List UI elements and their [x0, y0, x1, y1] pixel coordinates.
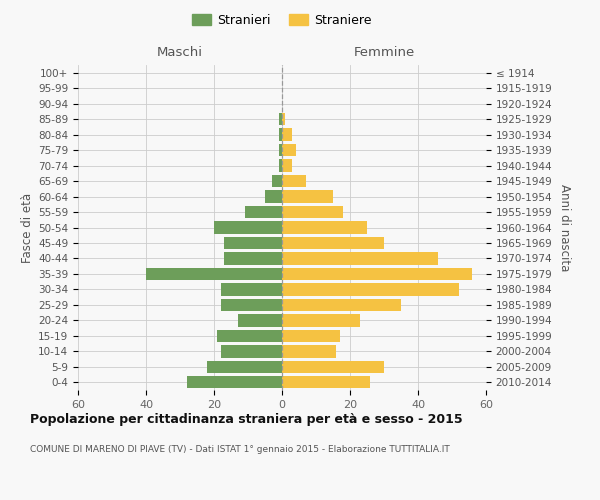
Text: Popolazione per cittadinanza straniera per età e sesso - 2015: Popolazione per cittadinanza straniera p… — [30, 412, 463, 426]
Bar — [282, 113, 286, 126]
Bar — [238, 314, 282, 326]
Bar — [282, 237, 384, 249]
Text: Maschi: Maschi — [157, 46, 203, 59]
Bar — [282, 160, 292, 172]
Bar — [282, 283, 459, 296]
Bar — [207, 360, 282, 373]
Bar — [221, 345, 282, 358]
Bar — [282, 345, 337, 358]
Bar — [282, 175, 306, 188]
Bar — [282, 252, 439, 264]
Legend: Stranieri, Straniere: Stranieri, Straniere — [187, 8, 377, 32]
Bar — [282, 330, 340, 342]
Bar — [224, 237, 282, 249]
Bar — [224, 252, 282, 264]
Bar — [221, 283, 282, 296]
Bar — [221, 298, 282, 311]
Text: Femmine: Femmine — [353, 46, 415, 59]
Bar — [272, 175, 282, 188]
Bar — [217, 330, 282, 342]
Bar — [278, 160, 282, 172]
Bar — [265, 190, 282, 202]
Bar — [282, 268, 472, 280]
Bar — [282, 314, 360, 326]
Bar — [282, 190, 333, 202]
Y-axis label: Fasce di età: Fasce di età — [21, 192, 34, 262]
Bar — [282, 206, 343, 218]
Bar — [146, 268, 282, 280]
Bar — [282, 298, 401, 311]
Y-axis label: Anni di nascita: Anni di nascita — [558, 184, 571, 271]
Bar — [214, 222, 282, 234]
Bar — [282, 376, 370, 388]
Bar — [278, 113, 282, 126]
Bar — [282, 128, 292, 141]
Bar — [282, 360, 384, 373]
Text: COMUNE DI MARENO DI PIAVE (TV) - Dati ISTAT 1° gennaio 2015 - Elaborazione TUTTI: COMUNE DI MARENO DI PIAVE (TV) - Dati IS… — [30, 445, 450, 454]
Bar — [187, 376, 282, 388]
Bar — [278, 144, 282, 156]
Bar — [245, 206, 282, 218]
Bar — [282, 222, 367, 234]
Bar — [282, 144, 296, 156]
Bar — [278, 128, 282, 141]
